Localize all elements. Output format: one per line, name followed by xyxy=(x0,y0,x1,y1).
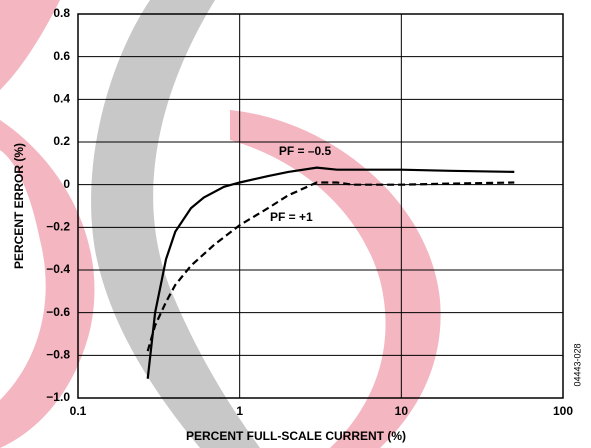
watermark xyxy=(0,0,441,448)
curve-label: PF = +1 xyxy=(270,210,313,224)
watermark-gray-arc xyxy=(91,0,260,448)
y-tick-label: −0.8 xyxy=(46,348,70,362)
watermark-pink-corner xyxy=(0,0,60,90)
x-axis-label: PERCENT FULL-SCALE CURRENT (%) xyxy=(186,429,406,443)
figure-id: 04443-028 xyxy=(572,343,582,386)
watermark-pink-left xyxy=(0,120,95,448)
plot-frame xyxy=(77,13,564,399)
y-tick-label: −0.6 xyxy=(46,305,70,319)
y-tick-label: 0.6 xyxy=(53,49,70,63)
y-tick-label: −0.4 xyxy=(46,262,70,276)
series-line xyxy=(146,181,515,352)
x-tick-label: 10 xyxy=(395,404,409,418)
y-tick-label: 0.8 xyxy=(53,6,70,20)
y-axis-label: PERCENT ERROR (%) xyxy=(12,143,26,269)
curve-label: PF = –0.5 xyxy=(279,144,332,158)
x-tick-label: 100 xyxy=(553,404,573,418)
x-tick-label: 0.1 xyxy=(70,404,87,418)
y-tick-label: −0.2 xyxy=(46,220,70,234)
y-tick-label: −1.0 xyxy=(46,390,70,404)
y-tick-label: 0.2 xyxy=(53,134,70,148)
x-tick-label: 1 xyxy=(236,404,243,418)
y-tick-label: 0 xyxy=(63,177,70,191)
watermark-pink-arc xyxy=(230,110,441,448)
y-tick-label: 0.4 xyxy=(53,92,70,106)
series-line xyxy=(146,166,515,379)
